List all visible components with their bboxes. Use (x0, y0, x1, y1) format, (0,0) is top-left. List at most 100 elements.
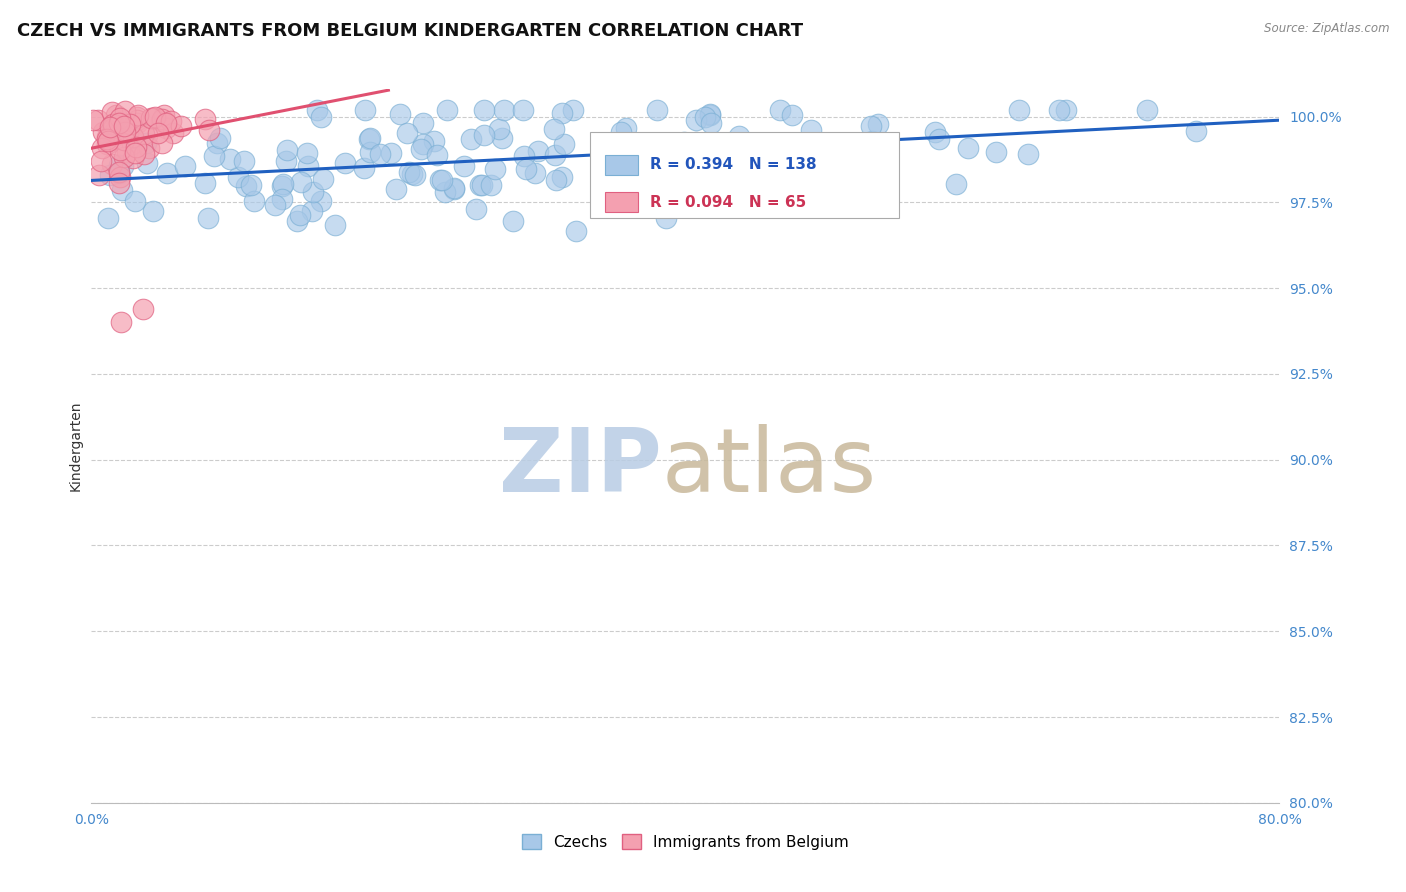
Point (197, 122, 219, 136)
Point (107, 115, 129, 129)
Point (613, 145, 636, 160)
Point (107, 166, 129, 180)
Point (91, 125, 114, 139)
Point (111, 183, 134, 197)
Point (380, 146, 402, 161)
Point (124, 146, 146, 161)
Point (108, 177, 131, 191)
Text: R = 0.094   N = 65: R = 0.094 N = 65 (650, 194, 806, 210)
Point (110, 169, 132, 184)
Point (787, 177, 810, 191)
Point (460, 132, 482, 146)
Point (138, 140, 160, 154)
Point (928, 132, 950, 146)
Point (108, 111, 131, 125)
Point (110, 316, 132, 330)
Point (312, 172, 335, 186)
Point (1184, 124, 1206, 138)
Point (162, 126, 184, 140)
Point (100, 124, 122, 138)
Point (543, 122, 565, 136)
Point (669, 178, 692, 192)
Point (97, 211, 120, 225)
Point (544, 147, 567, 161)
Point (359, 131, 381, 145)
Point (112, 133, 135, 147)
Text: ZIP: ZIP (499, 424, 662, 511)
Point (491, 131, 513, 145)
Point (169, 119, 191, 133)
Point (479, 178, 502, 193)
Point (271, 179, 294, 194)
Point (142, 204, 165, 219)
Point (724, 168, 747, 182)
FancyBboxPatch shape (591, 132, 900, 218)
Point (153, 108, 176, 122)
Point (838, 157, 860, 171)
Point (780, 108, 803, 122)
Point (264, 197, 287, 211)
Point (302, 185, 325, 199)
Point (96, 129, 118, 144)
Point (488, 121, 510, 136)
Point (354, 103, 377, 117)
Point (150, 136, 173, 150)
Point (433, 185, 456, 199)
Point (108, 165, 131, 179)
Point (297, 159, 319, 173)
Point (436, 103, 458, 117)
Point (125, 140, 148, 154)
Point (100, 120, 122, 135)
Point (122, 151, 145, 165)
Point (90, 154, 112, 169)
Point (97, 134, 120, 148)
Point (472, 128, 495, 143)
Point (614, 121, 637, 136)
Point (309, 194, 332, 208)
Text: CZECH VS IMMIGRANTS FROM BELGIUM KINDERGARTEN CORRELATION CHART: CZECH VS IMMIGRANTS FROM BELGIUM KINDERG… (17, 22, 803, 40)
Point (860, 134, 883, 148)
Point (209, 130, 232, 145)
Point (118, 117, 141, 131)
Point (472, 103, 495, 117)
Point (515, 162, 537, 177)
Point (127, 107, 149, 121)
Point (685, 135, 707, 149)
Point (388, 106, 411, 120)
Point (1136, 103, 1159, 117)
Point (353, 161, 375, 176)
Point (860, 119, 883, 133)
Point (443, 180, 465, 194)
Y-axis label: Kindergarten: Kindergarten (69, 401, 83, 491)
Point (599, 172, 621, 186)
Point (626, 153, 648, 168)
Point (502, 213, 524, 227)
Point (333, 155, 356, 169)
Point (945, 177, 967, 191)
Point (132, 146, 155, 161)
Point (141, 111, 163, 125)
Point (273, 177, 295, 191)
Point (301, 203, 323, 218)
Point (100, 105, 122, 120)
Point (412, 116, 434, 130)
Point (86, 112, 108, 127)
Point (226, 169, 249, 184)
Point (96, 132, 118, 146)
Point (239, 178, 262, 193)
Point (685, 113, 707, 128)
Point (551, 106, 574, 120)
Point (699, 107, 721, 121)
Point (87, 169, 110, 183)
Point (202, 149, 225, 163)
Point (401, 167, 423, 181)
Point (647, 103, 669, 117)
Point (114, 125, 136, 139)
Point (453, 160, 475, 174)
Point (404, 168, 426, 182)
Point (562, 103, 585, 117)
Point (100, 157, 122, 171)
Point (111, 159, 134, 173)
Point (150, 114, 173, 128)
Point (1047, 103, 1070, 117)
